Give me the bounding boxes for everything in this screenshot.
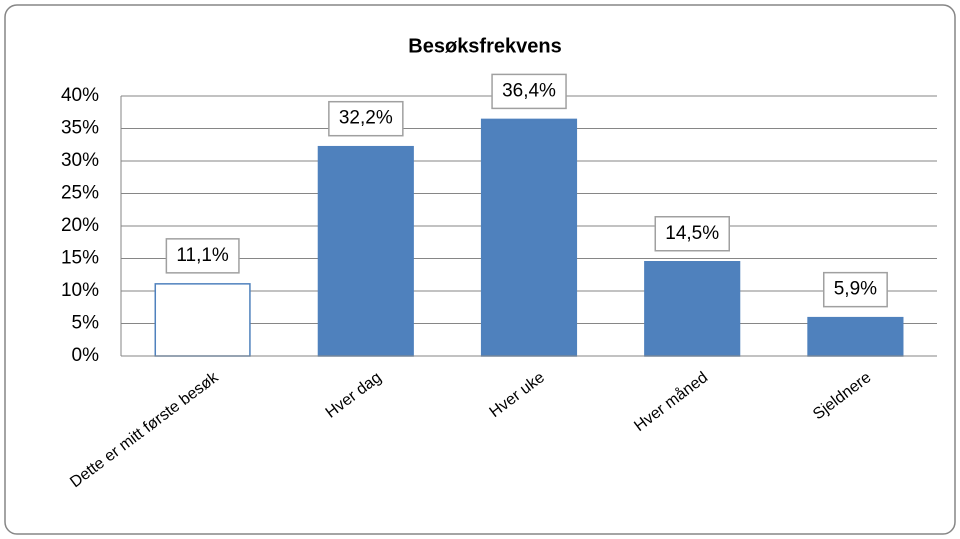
value-label-box bbox=[328, 100, 404, 137]
y-tick-label: 15% bbox=[61, 248, 99, 269]
value-label-box bbox=[491, 73, 567, 110]
value-label-box bbox=[822, 271, 888, 308]
value-label: 32,2% bbox=[339, 108, 393, 129]
y-tick-label: 10% bbox=[61, 280, 99, 301]
y-tick-label: 25% bbox=[61, 183, 99, 204]
y-tick-label: 20% bbox=[61, 215, 99, 236]
value-label: 14,5% bbox=[665, 223, 719, 244]
y-tick-label: 30% bbox=[61, 150, 99, 171]
value-label: 11,1% bbox=[176, 245, 229, 266]
y-tick-label: 40% bbox=[61, 85, 99, 106]
chart-frame bbox=[4, 4, 956, 535]
value-label-box bbox=[165, 238, 240, 274]
bar bbox=[154, 283, 251, 357]
bar bbox=[644, 261, 741, 357]
y-tick-label: 5% bbox=[72, 313, 100, 334]
bar bbox=[807, 316, 904, 357]
value-label-box bbox=[654, 216, 730, 252]
bar bbox=[317, 145, 414, 357]
y-tick-label: 0% bbox=[72, 345, 100, 366]
chart-title: Besøksfrekvens bbox=[408, 35, 561, 57]
value-label: 36,4% bbox=[502, 80, 556, 101]
value-label: 5,9% bbox=[834, 279, 877, 300]
bar bbox=[480, 118, 578, 357]
y-tick-label: 35% bbox=[61, 118, 99, 139]
